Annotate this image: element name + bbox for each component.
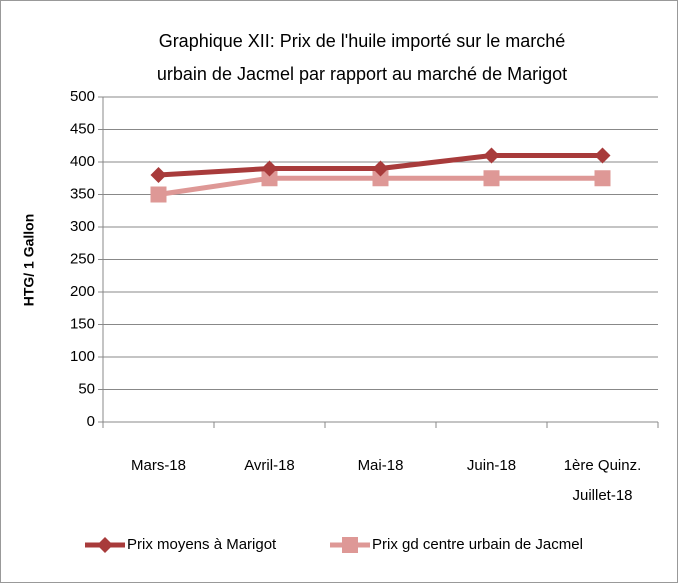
y-tick-label: 250: [70, 250, 95, 267]
chart-title: Graphique XII: Prix de l'huile importé s…: [159, 31, 566, 51]
y-tick-label: 400: [70, 153, 95, 170]
y-tick-label: 450: [70, 120, 95, 137]
marker: [97, 537, 113, 553]
marker: [372, 170, 389, 187]
marker: [342, 537, 358, 553]
legend-label: Prix moyens à Marigot: [127, 536, 277, 553]
x-tick-label: 1ère Quinz. Juillet-18: [564, 457, 642, 504]
marker: [150, 167, 167, 183]
y-tick-label: 300: [70, 218, 95, 235]
marker: [261, 160, 278, 177]
marker: [372, 160, 389, 177]
x-tick-label: Mai-18: [358, 457, 404, 474]
x-tick-label: Mars-18: [131, 457, 186, 474]
marker: [150, 186, 167, 203]
y-tick-label: 50: [78, 380, 95, 397]
marker: [594, 170, 611, 187]
x-tick-label: Juin-18: [467, 457, 516, 474]
y-tick-label: 150: [70, 315, 95, 332]
marker: [483, 147, 500, 164]
x-tick-label: Avril-18: [244, 457, 295, 474]
x-tick-label-line: 1ère Quinz.: [564, 457, 642, 474]
y-tick-label: 350: [70, 185, 95, 202]
marker: [261, 170, 278, 187]
marker: [483, 170, 500, 187]
x-tick-label-line: Juillet-18: [572, 487, 632, 504]
legend-label: Prix gd centre urbain de Jacmel: [372, 536, 583, 553]
y-tick-label: 500: [70, 88, 95, 105]
y-tick-label: 0: [87, 413, 95, 430]
y-axis-label: HTG/ 1 Gallon: [21, 214, 37, 307]
marker: [594, 147, 611, 164]
y-tick-label: 100: [70, 348, 95, 365]
chart-title: urbain de Jacmel par rapport au marché d…: [157, 64, 567, 84]
y-tick-label: 200: [70, 283, 95, 300]
